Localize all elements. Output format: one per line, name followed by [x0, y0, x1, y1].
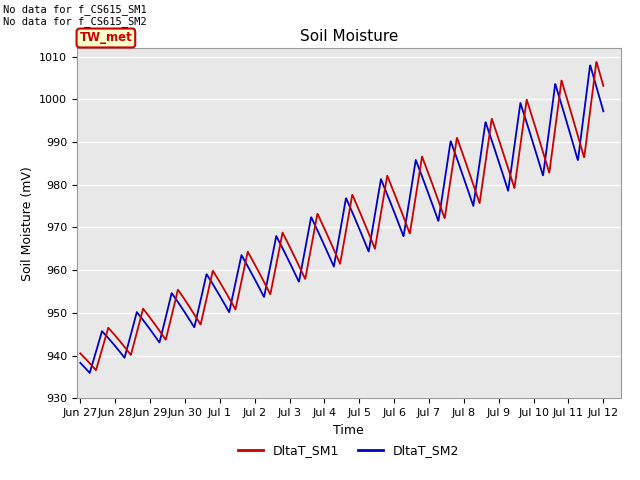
Text: TW_met: TW_met: [79, 32, 132, 45]
Y-axis label: Soil Moisture (mV): Soil Moisture (mV): [20, 166, 33, 281]
DltaT_SM2: [76, 360, 84, 366]
Title: Soil Moisture: Soil Moisture: [300, 29, 398, 44]
DltaT_SM2: [86, 370, 93, 376]
DltaT_SM1: [584, 121, 592, 127]
Line: DltaT_SM2: DltaT_SM2: [80, 65, 604, 373]
DltaT_SM2: [488, 140, 496, 145]
DltaT_SM2: [584, 75, 592, 81]
Text: No data for f_CS615_SM2: No data for f_CS615_SM2: [3, 16, 147, 27]
DltaT_SM2: [104, 334, 111, 340]
DltaT_SM2: [600, 108, 607, 114]
X-axis label: Time: Time: [333, 424, 364, 437]
DltaT_SM1: [488, 118, 496, 123]
DltaT_SM1: [76, 350, 84, 356]
DltaT_SM1: [104, 328, 111, 334]
Line: DltaT_SM1: DltaT_SM1: [80, 62, 604, 370]
DltaT_SM1: [593, 59, 600, 65]
DltaT_SM1: [317, 218, 325, 224]
DltaT_SM1: [331, 249, 339, 255]
Text: No data for f_CS615_SM1: No data for f_CS615_SM1: [3, 4, 147, 15]
DltaT_SM1: [92, 367, 100, 373]
Legend: DltaT_SM1, DltaT_SM2: DltaT_SM1, DltaT_SM2: [233, 439, 465, 462]
DltaT_SM2: [584, 77, 592, 83]
DltaT_SM2: [331, 258, 339, 264]
DltaT_SM2: [586, 62, 594, 68]
DltaT_SM1: [600, 83, 607, 89]
DltaT_SM2: [317, 235, 325, 241]
DltaT_SM1: [584, 124, 592, 130]
